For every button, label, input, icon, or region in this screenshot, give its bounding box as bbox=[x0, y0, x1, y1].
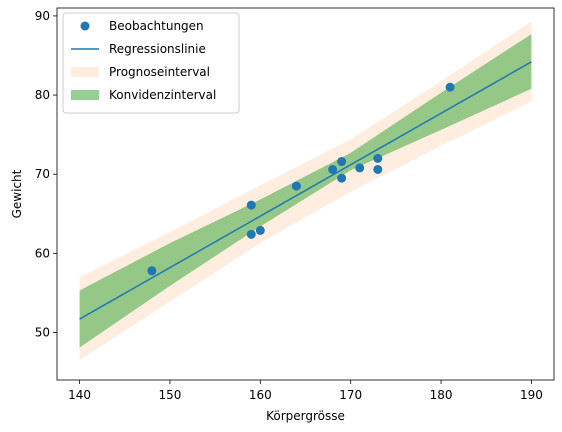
data-point bbox=[246, 200, 256, 210]
data-point bbox=[255, 225, 265, 235]
y-tick-label: 50 bbox=[35, 326, 50, 340]
plot-frame bbox=[56, 7, 555, 381]
data-point bbox=[355, 163, 365, 173]
regression-line bbox=[79, 61, 532, 320]
y-axis-label: Gewicht bbox=[10, 169, 24, 218]
y-tick-label: 90 bbox=[35, 9, 50, 23]
x-tick-label: 150 bbox=[159, 388, 182, 402]
x-axis-ticks: 140 150 160 170 180 190 bbox=[68, 380, 543, 402]
x-tick-label: 140 bbox=[68, 388, 91, 402]
x-tick-label: 170 bbox=[339, 388, 362, 402]
data-point bbox=[147, 266, 157, 276]
data-point bbox=[445, 82, 455, 92]
legend-marker-band bbox=[71, 90, 99, 100]
data-point bbox=[337, 173, 347, 183]
legend-label: Beobachtungen bbox=[109, 19, 204, 33]
legend: Beobachtungen Regressionslinie Prognoseint… bbox=[62, 12, 240, 114]
data-point bbox=[328, 164, 338, 174]
legend-label: Konvidenzinterval bbox=[109, 88, 216, 102]
data-point bbox=[246, 229, 256, 239]
legend-box bbox=[62, 12, 240, 114]
x-tick-label: 190 bbox=[520, 388, 543, 402]
data-point bbox=[373, 164, 383, 174]
legend-marker-band bbox=[71, 67, 99, 77]
data-point bbox=[291, 181, 301, 191]
y-tick-label: 70 bbox=[35, 167, 50, 181]
observation-points bbox=[147, 82, 455, 276]
y-tick-label: 80 bbox=[35, 88, 50, 102]
legend-label: Regressionslinie bbox=[109, 42, 206, 56]
data-point bbox=[337, 157, 347, 167]
legend-marker-points bbox=[80, 21, 90, 31]
y-axis-ticks: 50 60 70 80 90 bbox=[35, 9, 57, 340]
x-tick-label: 180 bbox=[430, 388, 453, 402]
data-point bbox=[373, 153, 383, 163]
legend-label: Prognoseinterval bbox=[109, 65, 210, 79]
x-tick-label: 160 bbox=[249, 388, 272, 402]
x-axis-label: Körpergrösse bbox=[266, 409, 345, 423]
y-tick-label: 60 bbox=[35, 246, 50, 260]
regression-line-layer bbox=[79, 61, 532, 320]
